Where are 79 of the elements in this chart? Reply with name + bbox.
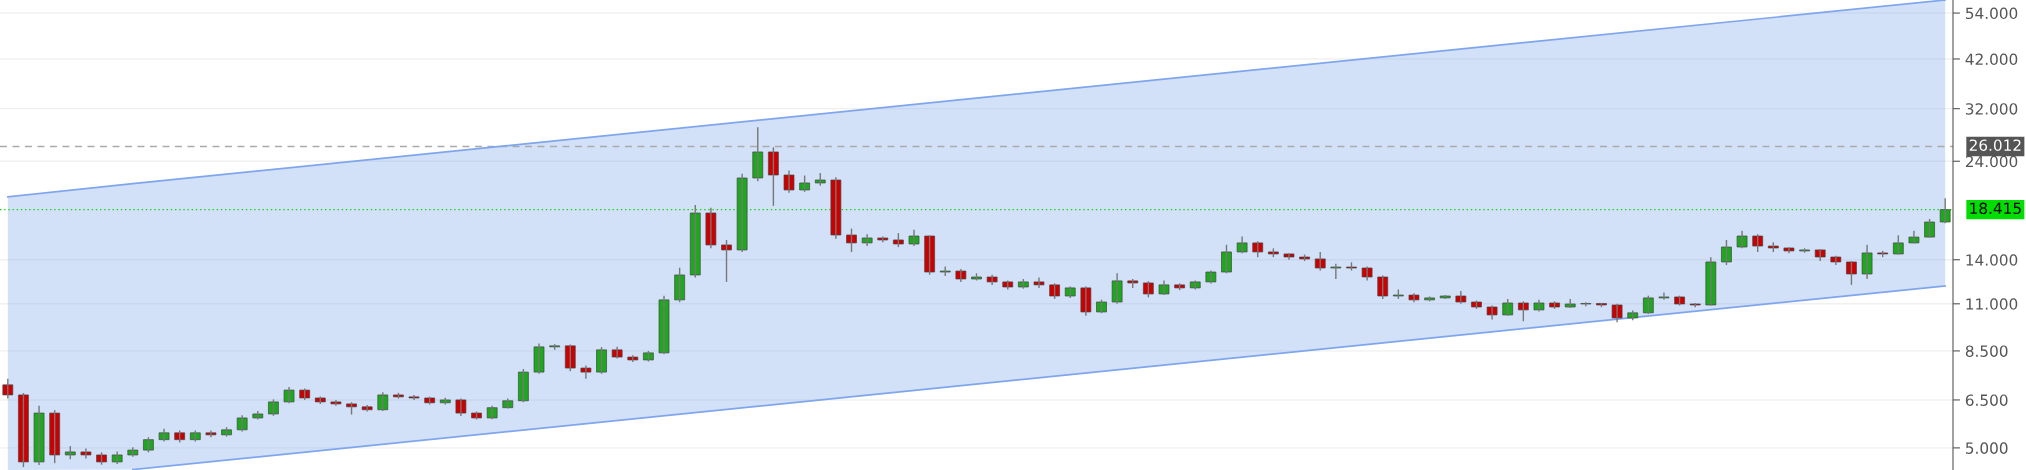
candlestick — [1924, 218, 1935, 239]
candlestick — [1486, 304, 1498, 321]
candlestick — [658, 294, 670, 355]
candlestick — [18, 392, 29, 468]
candlestick — [768, 146, 779, 207]
candlestick — [846, 227, 857, 253]
candlestick — [721, 239, 732, 283]
candlestick — [1861, 244, 1873, 280]
candlestick — [455, 397, 467, 417]
candlestick — [955, 268, 967, 283]
candlestick — [283, 386, 295, 405]
candlestick — [783, 169, 795, 194]
candlestick — [533, 342, 545, 375]
candlestick — [33, 404, 45, 466]
ref-line-label: 26.012 — [1969, 139, 2021, 151]
candlestick — [736, 173, 748, 253]
candlestick — [1283, 252, 1295, 261]
ref-line-label: 18.415 — [1970, 202, 2021, 215]
candlestick — [1721, 239, 1732, 266]
candlestick — [486, 404, 498, 420]
candlestick — [908, 229, 920, 247]
candlestick — [111, 450, 123, 465]
candlestick — [830, 176, 842, 240]
candlestick — [1080, 285, 1092, 317]
candlestick — [861, 233, 873, 247]
candlestick — [611, 345, 623, 360]
candlestick — [1939, 197, 1951, 224]
candlestick — [1736, 230, 1748, 250]
candlestick — [1783, 246, 1795, 255]
candlestick — [580, 364, 592, 380]
candlestick — [1205, 269, 1217, 285]
y-tick-label: 14.000 — [1966, 254, 2018, 266]
candlestick — [1517, 300, 1529, 322]
candlestick — [674, 267, 685, 303]
y-tick-label: 11.000 — [1966, 298, 2018, 310]
candlestick — [596, 346, 607, 375]
candlestick — [1580, 301, 1592, 308]
candlestick — [1314, 251, 1326, 272]
candlestick — [1330, 262, 1342, 280]
candlestick — [49, 409, 61, 464]
y-tick-label: 6.500 — [1965, 394, 2008, 406]
candlestick — [1221, 244, 1232, 274]
candlestick — [1846, 260, 1857, 286]
candlestick — [80, 447, 92, 460]
candlestick — [330, 399, 342, 407]
y-tick-label: 8.500 — [1965, 345, 2008, 357]
candlestick — [1377, 274, 1389, 300]
candlestick — [1830, 255, 1842, 266]
candlestick — [564, 343, 576, 373]
candlestick — [924, 234, 935, 276]
candlestick — [705, 207, 717, 250]
candlestick — [1361, 265, 1373, 282]
candlestick — [1455, 290, 1467, 305]
candlestick — [1033, 276, 1045, 289]
candlestick — [1642, 294, 1654, 315]
candlestick — [1611, 303, 1623, 323]
candlestick — [752, 126, 764, 183]
candlestick — [1111, 272, 1123, 305]
candlestick — [1658, 291, 1670, 301]
candlestick — [518, 368, 529, 403]
candlestick — [1892, 234, 1904, 256]
candlestick — [2, 378, 14, 400]
candlestick — [689, 204, 701, 279]
candlestick — [1408, 292, 1420, 303]
candlestick — [1158, 279, 1170, 296]
candlestick — [158, 428, 170, 443]
y-tick-label: 5.000 — [1965, 442, 2008, 454]
candlestick — [1533, 299, 1545, 313]
candlestick — [361, 404, 373, 413]
candlestick — [205, 429, 217, 438]
y-tick-label: 54.000 — [1965, 7, 2018, 20]
candlestick — [986, 273, 998, 286]
y-tick-label: 42.000 — [1965, 53, 2018, 65]
y-tick-label: 24.000 — [1965, 155, 2018, 168]
candlestick — [1236, 235, 1248, 255]
candlestick — [408, 394, 420, 401]
y-tick-label: 32.000 — [1965, 103, 2018, 115]
candlestick — [1908, 230, 1920, 245]
candlestick — [377, 391, 389, 412]
